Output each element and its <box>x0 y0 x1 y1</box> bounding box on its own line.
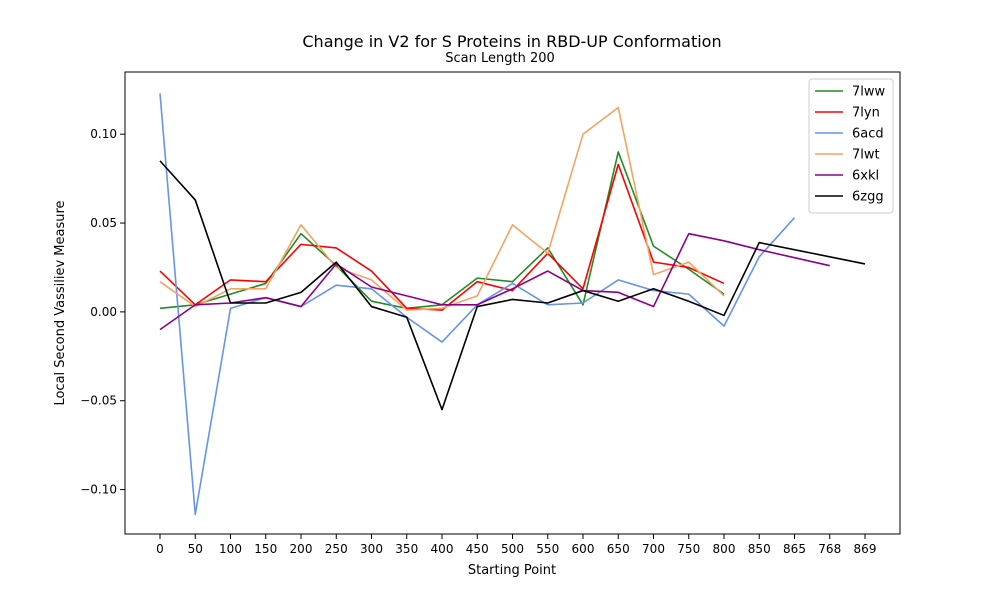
legend-label-6zgg: 6zgg <box>852 190 884 205</box>
y-tick-label: −0.10 <box>80 483 117 497</box>
y-tick-label: 0.00 <box>90 305 117 319</box>
y-tick-label: 0.05 <box>90 216 117 230</box>
x-tick-label: 850 <box>748 542 771 556</box>
series-line-7lwt <box>159 106 725 311</box>
y-axis: −0.10 −0.05 0.00 0.05 0.10 <box>80 127 125 497</box>
x-tick-label: 300 <box>360 542 383 556</box>
x-tick-label: 400 <box>431 542 454 556</box>
x-tick-label: 450 <box>466 542 489 556</box>
x-tick-label: 750 <box>677 542 700 556</box>
legend-label-7lwt: 7lwt <box>852 148 880 163</box>
x-tick-label: 500 <box>501 542 524 556</box>
chart-title: Change in V2 for S Proteins in RBD-UP Co… <box>302 32 721 51</box>
series-line-7lww <box>159 151 725 310</box>
x-axis: 0 50 100 150 200 250 300 350 400 450 500 550 600 650 7… <box>156 534 876 556</box>
x-tick-label: 100 <box>219 542 242 556</box>
series-line-6acd <box>159 93 796 516</box>
x-tick-label: 350 <box>395 542 418 556</box>
x-tick-label: 150 <box>254 542 277 556</box>
y-tick-label: −0.05 <box>80 394 117 408</box>
x-tick-label: 865 <box>783 542 806 556</box>
x-tick-label: 800 <box>713 542 736 556</box>
y-tick-label: 0.10 <box>90 127 117 141</box>
legend-label-7lyn: 7lyn <box>852 106 880 121</box>
legend-label-6acd: 6acd <box>852 127 884 142</box>
x-tick-label: 869 <box>854 542 877 556</box>
legend: 7lww 7lyn 6acd 7lwt 6xkl 6zgg <box>808 78 894 214</box>
x-tick-label: 700 <box>642 542 665 556</box>
x-tick-label: 200 <box>290 542 313 556</box>
x-tick-label: 600 <box>572 542 595 556</box>
x-tick-label: 768 <box>818 542 841 556</box>
x-tick-label: 250 <box>325 542 348 556</box>
x-tick-label: 650 <box>607 542 630 556</box>
x-axis-label: Starting Point <box>468 563 556 578</box>
chart-subtitle: Scan Length 200 <box>445 51 555 66</box>
series-line-6zgg <box>159 160 866 411</box>
series-line-6xkl <box>159 232 830 331</box>
legend-label-6xkl: 6xkl <box>852 169 879 184</box>
y-axis-label: Local Second Vassiliev Measure <box>53 200 68 405</box>
series-line-7lyn <box>159 163 725 311</box>
x-tick-label: 50 <box>188 542 203 556</box>
plot-area <box>159 93 866 516</box>
x-tick-label: 550 <box>536 542 559 556</box>
x-tick-label: 0 <box>156 542 164 556</box>
legend-label-7lww: 7lww <box>852 85 886 100</box>
